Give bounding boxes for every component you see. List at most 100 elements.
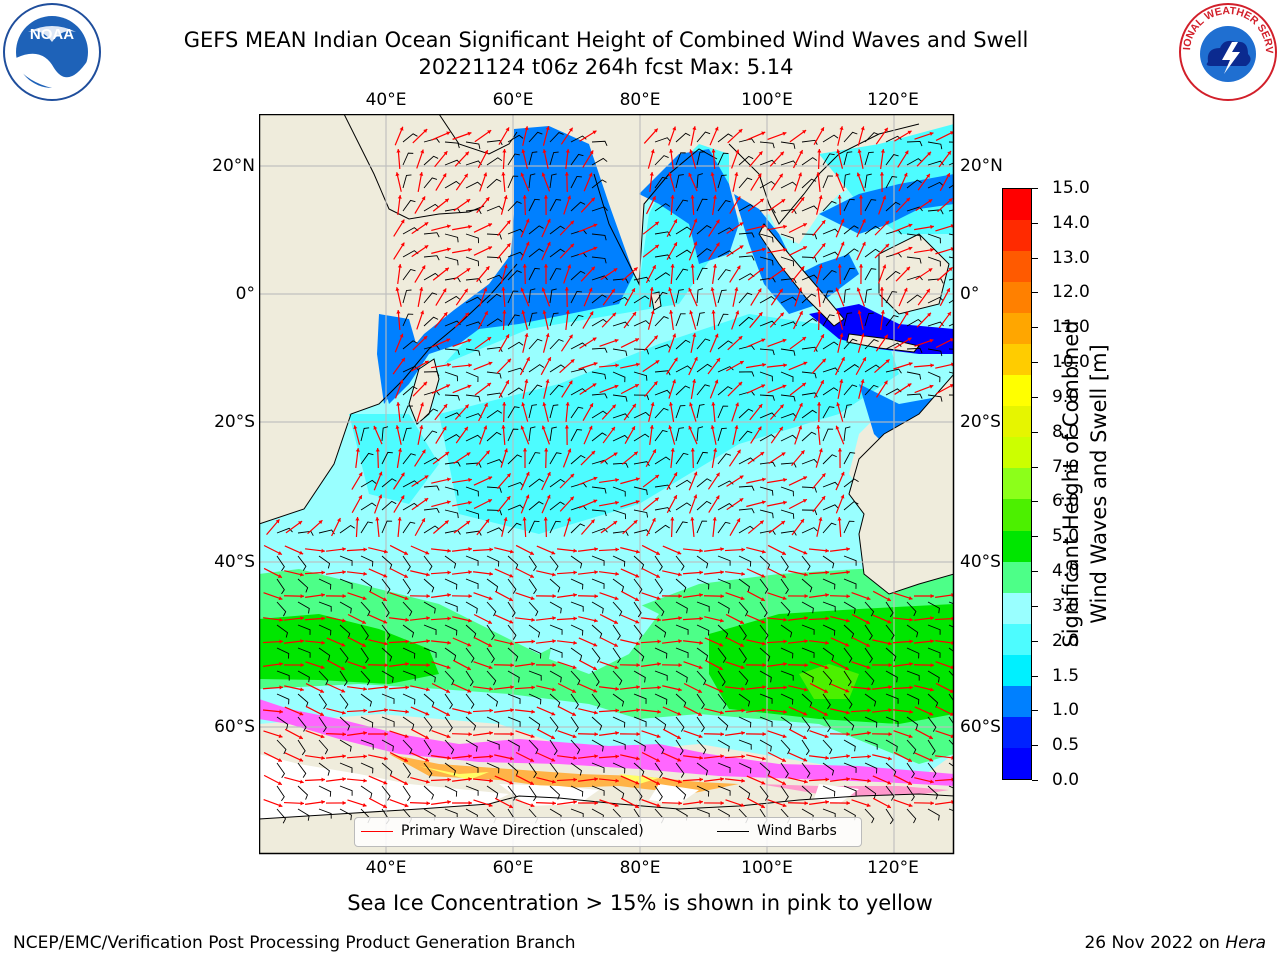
wave-direction-arrowhead bbox=[318, 520, 323, 525]
wave-direction-arrowhead bbox=[593, 642, 598, 647]
lat-tick-left: 20°S bbox=[214, 412, 255, 432]
wind-barb bbox=[717, 427, 727, 442]
wave-direction-arrowhead bbox=[613, 521, 618, 525]
wave-direction-arrowhead bbox=[782, 338, 787, 343]
wind-barb bbox=[570, 785, 584, 797]
wind-barb bbox=[654, 176, 668, 189]
wind-barb bbox=[570, 808, 584, 819]
wave-direction-arrowhead bbox=[821, 220, 826, 225]
wave-direction-arrowhead bbox=[506, 243, 511, 248]
wave-direction-arrowhead bbox=[425, 711, 430, 716]
wind-barb bbox=[528, 248, 544, 258]
wave-direction-arrowhead bbox=[802, 337, 807, 341]
wind-barb bbox=[843, 312, 853, 327]
wind-barb bbox=[465, 739, 478, 752]
wind-barb bbox=[528, 501, 544, 511]
wind-barb bbox=[486, 785, 499, 799]
wind-barb bbox=[381, 785, 391, 801]
wave-direction-arrowhead bbox=[928, 268, 933, 273]
wave-direction-arrowhead bbox=[444, 198, 449, 203]
wind-barb bbox=[276, 670, 290, 681]
wind-barb bbox=[423, 408, 439, 419]
wave-direction-arrowhead bbox=[652, 265, 656, 270]
wind-barb bbox=[780, 296, 797, 304]
wind-barb bbox=[507, 387, 524, 396]
wave-direction-arrowhead bbox=[825, 800, 829, 805]
wave-direction-arrowhead bbox=[405, 617, 409, 622]
wave-direction-arrowhead bbox=[383, 780, 388, 785]
wave-direction-arrowhead bbox=[779, 173, 783, 178]
wave-direction-arrowhead bbox=[860, 126, 865, 131]
wave-direction-arrowhead bbox=[836, 310, 841, 315]
wind-barb bbox=[507, 228, 524, 235]
wave-direction-arrowhead bbox=[699, 800, 703, 805]
wave-direction-arrowhead bbox=[424, 222, 429, 226]
wind-barb bbox=[864, 647, 873, 664]
wind-barb bbox=[465, 578, 479, 589]
wave-direction-arrowhead bbox=[396, 310, 401, 314]
wave-direction-arrowhead bbox=[757, 173, 762, 178]
wind-barb bbox=[507, 601, 516, 618]
wave-direction-arrowhead bbox=[633, 267, 638, 272]
colorbar-tick-mark bbox=[1032, 396, 1038, 398]
wind-barb bbox=[822, 555, 835, 569]
wind-barb bbox=[654, 272, 671, 281]
wave-direction-arrowhead bbox=[857, 310, 862, 315]
wind-barb bbox=[486, 431, 502, 442]
wave-direction-arrowhead bbox=[636, 732, 640, 737]
wind-barb bbox=[675, 739, 684, 756]
wave-direction-arrowhead bbox=[857, 149, 862, 153]
wave-direction-arrowhead bbox=[319, 712, 324, 716]
wave-direction-arrowhead bbox=[506, 473, 511, 478]
wind-barb bbox=[528, 647, 542, 659]
wind-barb bbox=[633, 624, 643, 640]
wave-direction-arrowhead bbox=[760, 804, 765, 808]
wave-direction-arrowhead bbox=[423, 336, 428, 340]
wave-direction-arrowhead bbox=[825, 640, 829, 645]
wind-barb bbox=[780, 670, 794, 681]
wind-barb bbox=[801, 178, 817, 189]
wind-barb bbox=[549, 173, 557, 189]
colorbar-tick-mark bbox=[1032, 780, 1038, 781]
wave-direction-arrowhead bbox=[403, 758, 408, 762]
wind-barb bbox=[822, 785, 836, 797]
wave-direction-arrowhead bbox=[781, 551, 786, 555]
wave-direction-arrowhead bbox=[545, 379, 550, 384]
wind-barb bbox=[801, 458, 818, 465]
wave-direction-arrowhead bbox=[299, 757, 304, 762]
wind-barb bbox=[444, 509, 459, 519]
wave-direction-arrowhead bbox=[489, 547, 493, 552]
wind-barb bbox=[549, 199, 562, 212]
wave-direction-arrowhead bbox=[488, 223, 493, 228]
wind-barb bbox=[402, 502, 419, 511]
wave-direction-arrowhead bbox=[803, 757, 808, 762]
wave-direction-arrowhead bbox=[926, 288, 930, 293]
wind-barb bbox=[423, 371, 440, 377]
wave-direction-arrowhead bbox=[930, 247, 934, 253]
wind-barb bbox=[528, 225, 544, 235]
wind-barb bbox=[423, 555, 433, 571]
wind-barb bbox=[570, 290, 582, 304]
wave-direction-arrowhead bbox=[525, 218, 530, 223]
wave-direction-arrowhead bbox=[782, 803, 787, 808]
wave-direction-arrowhead bbox=[566, 517, 571, 522]
wind-barb bbox=[528, 785, 537, 802]
wave-direction-arrowhead bbox=[668, 172, 673, 177]
wind-barb bbox=[381, 478, 397, 488]
wind-barb bbox=[885, 368, 902, 374]
wind-barb bbox=[822, 693, 831, 710]
wave-direction-arrowhead bbox=[404, 596, 409, 601]
ocean-region bbox=[259, 614, 439, 684]
wave-direction-arrowhead bbox=[656, 734, 661, 739]
wind-barb bbox=[654, 137, 671, 143]
wind-barb bbox=[612, 462, 629, 468]
wave-direction-arrowhead bbox=[885, 220, 890, 225]
wave-direction-arrowhead bbox=[930, 663, 934, 668]
wind-barb bbox=[822, 647, 835, 661]
wind-barb bbox=[780, 141, 796, 149]
wind-barb bbox=[381, 520, 393, 534]
wind-barb bbox=[591, 624, 603, 639]
wind-barb bbox=[276, 527, 293, 534]
wave-direction-arrowhead bbox=[739, 360, 744, 365]
wind-barb bbox=[360, 427, 370, 442]
